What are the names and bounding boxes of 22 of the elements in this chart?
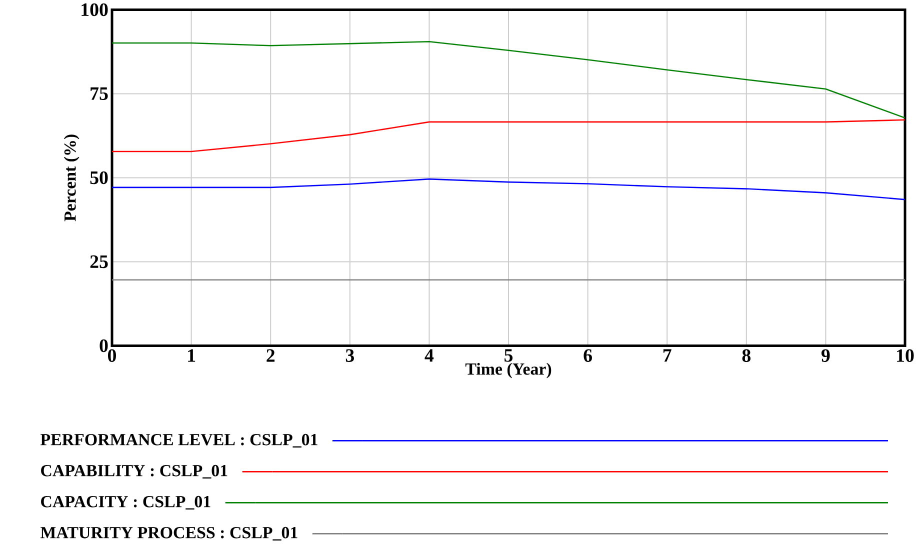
- y-tick-label: 0: [100, 339, 108, 352]
- x-tick-label: 0: [108, 349, 116, 362]
- x-tick-label: 3: [346, 349, 354, 362]
- x-tick-label: 5: [504, 349, 513, 362]
- legend-label: MATURITY PROCESS : CSLP_01: [40, 527, 298, 541]
- y-tick-label: 50: [90, 171, 108, 184]
- x-tick-label: 2: [266, 349, 275, 362]
- x-tick-label: 6: [584, 349, 592, 362]
- y-tick-label: 100: [82, 3, 108, 16]
- legend-label: CAPACITY : CSLP_01: [41, 496, 210, 510]
- x-tick-label: 8: [742, 349, 751, 362]
- x-tick-label: 4: [424, 349, 434, 362]
- y-tick-label: 75: [90, 88, 108, 100]
- x-tick-label: 9: [821, 349, 830, 362]
- x-tick-label: 10: [897, 349, 914, 362]
- x-tick-label: 7: [663, 349, 672, 362]
- x-axis-title: Time (Year): [465, 362, 552, 378]
- legend-label: CAPABILITY : CSLP_01: [41, 465, 228, 479]
- legend-label: PERFORMANCE LEVEL : CSLP_01: [40, 434, 318, 448]
- y-tick-label: 25: [90, 255, 108, 268]
- y-axis-title: Percent (%): [64, 134, 80, 222]
- x-tick-label: 1: [188, 349, 196, 362]
